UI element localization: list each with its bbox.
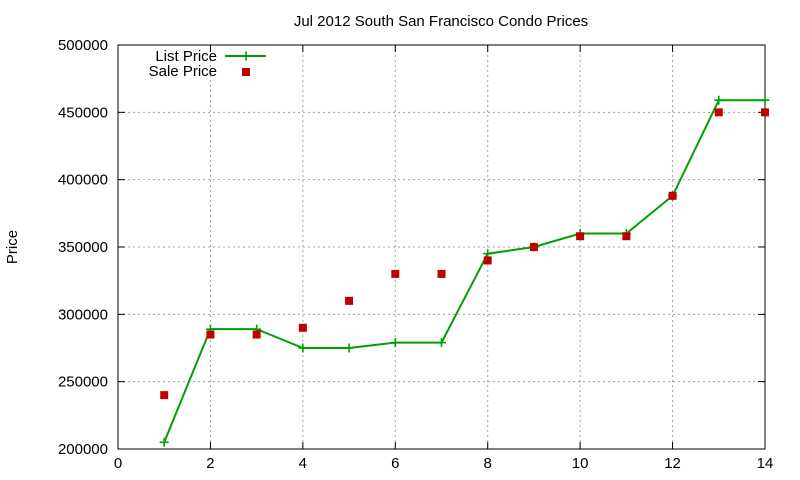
data-point-sale-price [206,330,215,339]
grid [118,45,765,449]
x-tick-label: 2 [206,455,214,472]
data-point-sale-price [437,269,446,278]
x-tick-label: 8 [484,455,492,472]
data-point-sale-price [529,243,538,251]
x-tick-label: 4 [299,455,307,472]
data-point-sale-price [714,108,723,117]
legend-label-sale-price: Sale Price [149,63,217,80]
data-point-sale-price [252,330,261,339]
data-point-sale-price [668,191,677,200]
x-tick-label: 0 [114,455,122,472]
data-point-list-price [159,437,169,447]
data-point-list-price [390,338,400,348]
data-point-sale-price [576,232,585,241]
data-point-sale-price [761,108,769,117]
data-point-list-price [437,338,446,348]
data-point-sale-price [298,323,307,332]
y-axis-label: Price [4,230,21,264]
data-point-sale-price [391,269,400,278]
y-tick-label: 300000 [58,306,108,323]
data-point-list-price [714,95,724,105]
x-tick-label: 12 [664,455,681,472]
y-tick-label: 500000 [58,37,108,54]
data-point-sale-price [622,232,631,241]
y-tick-label: 400000 [58,172,108,189]
y-tick-label: 200000 [58,441,108,458]
legend: List Price Sale Price [149,48,266,80]
data-point-list-price [760,95,770,105]
x-tick-label: 14 [757,455,774,472]
legend-marker-sale-price [242,68,250,76]
data-point-sale-price [345,296,354,305]
data-point-list-price [298,343,308,353]
y-tick-label: 350000 [58,239,108,256]
data-point-sale-price [483,256,492,265]
legend-label-list-price: List Price [155,48,217,65]
x-tick-label: 10 [572,455,589,472]
data-point-sale-price [160,391,169,400]
data-layer [159,95,770,447]
chart-title: Jul 2012 South San Francisco Condo Price… [294,13,588,30]
plot-border [117,44,766,450]
y-tick-label: 250000 [58,374,108,391]
series-line-list-price [163,99,765,443]
data-point-list-price [344,343,354,353]
axis-ticks: 200000 250000 300000 350000 400000 450000 5000… [58,37,773,472]
legend-marker-list-price [241,51,251,61]
x-tick-label: 6 [391,455,399,472]
y-tick-label: 450000 [58,104,108,121]
